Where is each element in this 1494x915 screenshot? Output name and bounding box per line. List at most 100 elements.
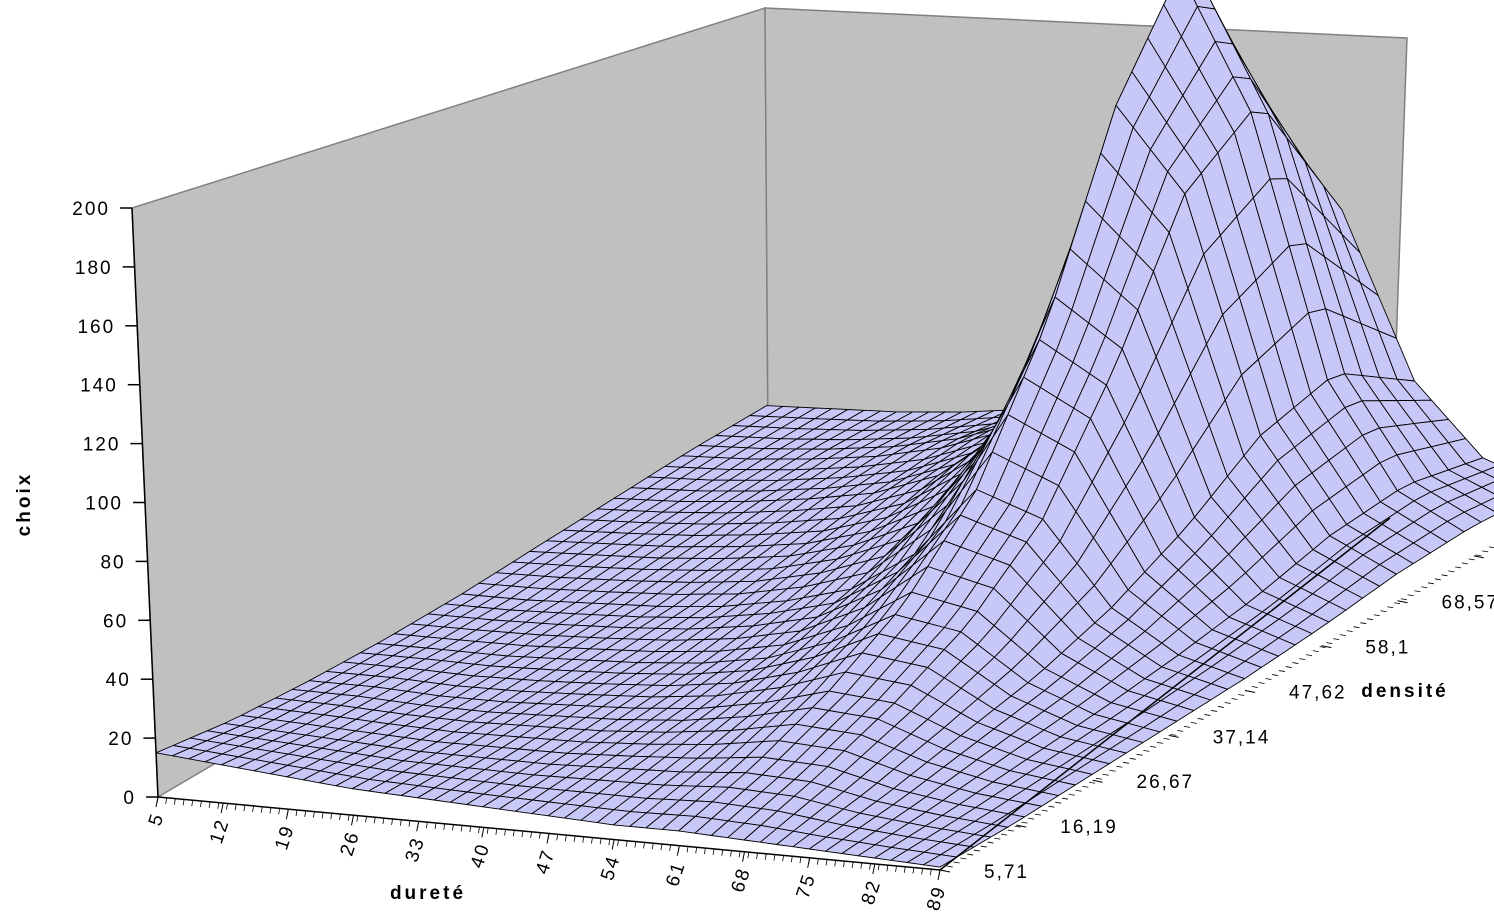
x-minor-tick bbox=[217, 802, 220, 809]
y-minor-tick bbox=[1285, 666, 1292, 668]
x-minor-tick bbox=[843, 861, 845, 868]
x-minor-tick bbox=[486, 827, 489, 834]
y-minor-tick bbox=[1339, 634, 1346, 637]
y-minor-tick bbox=[1400, 598, 1407, 601]
y-minor-tick bbox=[1116, 765, 1123, 768]
y-minor-tick bbox=[1136, 753, 1143, 756]
y-tick-mark bbox=[1016, 824, 1027, 828]
y-minor-tick bbox=[1089, 781, 1096, 784]
y-minor-tick bbox=[1258, 682, 1265, 684]
y-minor-tick bbox=[1197, 718, 1204, 720]
x-minor-tick bbox=[504, 829, 506, 836]
y-minor-tick bbox=[1387, 606, 1394, 609]
y-tick-label: 16,19 bbox=[1060, 817, 1118, 838]
x-minor-tick bbox=[521, 831, 524, 838]
y-minor-tick bbox=[1082, 785, 1089, 788]
y-minor-tick bbox=[1095, 777, 1102, 780]
y-axis-line bbox=[939, 517, 1391, 871]
x-minor-tick bbox=[712, 848, 715, 855]
x-minor-tick bbox=[660, 843, 663, 851]
y-minor-tick bbox=[1312, 650, 1319, 653]
z-tick-label: 20 bbox=[108, 729, 133, 750]
y-minor-tick bbox=[967, 853, 974, 856]
z-tick-label: 60 bbox=[103, 611, 128, 632]
x-minor-tick bbox=[443, 823, 446, 830]
x-tick-mark bbox=[742, 851, 745, 862]
x-minor-tick bbox=[695, 847, 698, 854]
y-minor-tick bbox=[1427, 582, 1435, 585]
x-minor-tick bbox=[478, 826, 480, 834]
x-tick-label: 40 bbox=[467, 840, 495, 870]
y-minor-tick bbox=[1455, 566, 1462, 569]
y-minor-tick bbox=[1421, 586, 1428, 589]
x-minor-tick bbox=[634, 841, 637, 848]
y-minor-tick bbox=[1299, 658, 1306, 660]
x-minor-tick bbox=[269, 807, 272, 814]
y-minor-tick bbox=[1319, 646, 1326, 649]
x-minor-tick bbox=[886, 865, 889, 872]
x-minor-tick bbox=[399, 819, 402, 826]
y-minor-tick bbox=[1468, 558, 1475, 561]
z-tick-label: 40 bbox=[106, 670, 131, 691]
x-minor-tick bbox=[730, 850, 732, 857]
z-tick-label: 180 bbox=[75, 258, 113, 279]
z-tick-label: 0 bbox=[123, 788, 136, 809]
x-minor-tick bbox=[182, 799, 185, 806]
x-tick-mark bbox=[872, 863, 876, 875]
x-minor-tick bbox=[191, 800, 194, 807]
x-minor-tick bbox=[599, 838, 602, 845]
x-minor-tick bbox=[643, 842, 645, 849]
y-minor-tick bbox=[1333, 638, 1340, 641]
x-minor-tick bbox=[747, 852, 750, 859]
x-minor-tick bbox=[530, 831, 533, 838]
x-minor-tick bbox=[452, 824, 454, 831]
x-minor-tick bbox=[851, 861, 854, 868]
y-minor-tick bbox=[1156, 741, 1163, 744]
x-minor-tick bbox=[591, 837, 593, 844]
y-minor-tick bbox=[1231, 698, 1238, 700]
y-axis-title: densité bbox=[1361, 681, 1449, 702]
x-minor-tick bbox=[538, 832, 541, 839]
x-tick-mark bbox=[220, 802, 224, 814]
x-tick-label: 5 bbox=[145, 810, 169, 828]
x-minor-tick bbox=[921, 868, 924, 875]
x-axis-title: dureté bbox=[390, 883, 466, 904]
y-minor-tick bbox=[1346, 630, 1353, 633]
y-minor-tick bbox=[1292, 662, 1299, 664]
x-minor-tick bbox=[365, 816, 367, 823]
x-minor-tick bbox=[808, 857, 811, 864]
y-tick-label: 37,14 bbox=[1213, 727, 1271, 748]
x-tick-label: 82 bbox=[858, 877, 886, 907]
x-minor-tick bbox=[677, 845, 680, 852]
y-minor-tick bbox=[1414, 590, 1421, 593]
y-minor-tick bbox=[1360, 622, 1367, 625]
x-minor-tick bbox=[243, 805, 246, 812]
y-minor-tick bbox=[1482, 550, 1489, 553]
y-minor-tick bbox=[1177, 729, 1184, 732]
x-minor-tick bbox=[669, 844, 672, 851]
x-minor-tick bbox=[869, 863, 871, 870]
y-minor-tick bbox=[1434, 578, 1441, 581]
x-minor-tick bbox=[929, 869, 932, 876]
x-minor-tick bbox=[226, 803, 228, 810]
x-minor-tick bbox=[564, 835, 567, 842]
x-minor-tick bbox=[156, 796, 159, 804]
y-minor-tick bbox=[1190, 722, 1197, 724]
y-minor-tick bbox=[1055, 801, 1062, 804]
x-minor-tick bbox=[208, 801, 211, 808]
x-minor-tick bbox=[651, 843, 654, 850]
y-minor-tick bbox=[1014, 825, 1021, 828]
z-tick-label: 140 bbox=[80, 376, 118, 397]
y-minor-tick bbox=[1163, 737, 1170, 740]
x-minor-tick bbox=[825, 859, 828, 866]
y-minor-tick bbox=[987, 841, 994, 844]
x-minor-tick bbox=[200, 800, 202, 808]
y-tick-mark bbox=[1321, 645, 1332, 649]
y-minor-tick bbox=[1075, 789, 1082, 792]
y-minor-tick bbox=[1407, 594, 1414, 597]
x-minor-tick bbox=[756, 852, 758, 860]
x-tick-mark bbox=[351, 815, 354, 826]
y-minor-tick bbox=[1448, 570, 1455, 573]
y-minor-tick bbox=[1129, 757, 1136, 760]
y-minor-tick bbox=[973, 849, 980, 852]
